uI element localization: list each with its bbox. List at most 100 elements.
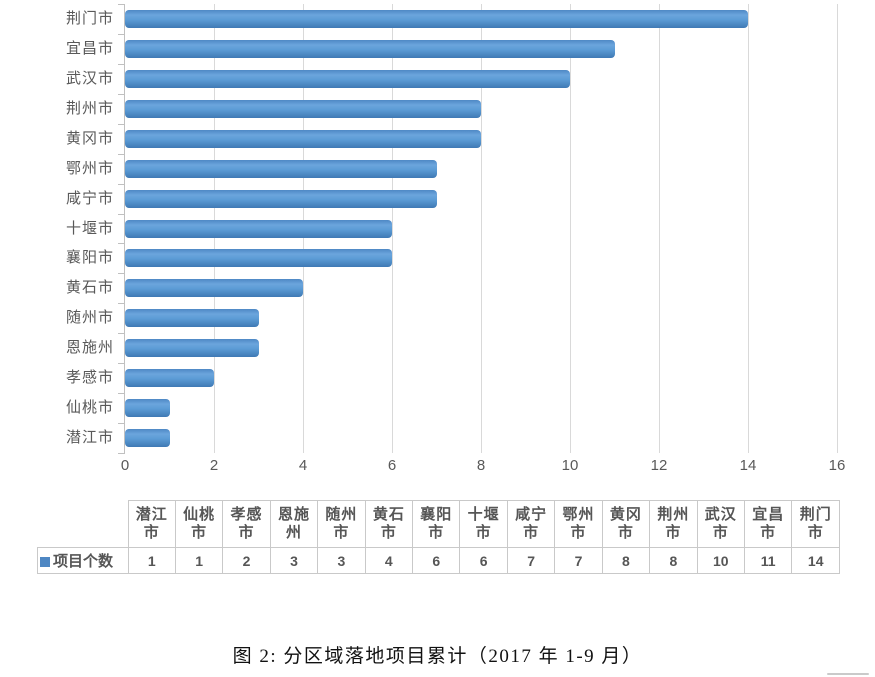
table-col-header: 随州市 [317,500,366,548]
category-axis-tick [118,243,125,245]
category-axis-tick [118,4,125,5]
gridline-x-8 [480,4,482,453]
table-value-cell: 7 [554,547,603,574]
table-value-cell: 6 [459,547,508,574]
category-axis-labels: 荆门市宜昌市武汉市荆州市黄冈市鄂州市咸宁市十堰市襄阳市黄石市随州市恩施州孝感市仙… [0,4,114,453]
category-label: 武汉市 [65,69,114,87]
table-col-header: 咸宁市 [506,500,556,548]
table-value-cell: 2 [222,547,271,574]
value-axis-tick-label: 0 [120,457,130,474]
category-label: 恩施州 [65,339,114,357]
category-axis-tick [118,33,125,35]
gridline-x-10 [569,4,571,453]
category-label: 黄石市 [65,279,114,297]
category-label: 咸宁市 [65,189,114,207]
table-value-cell: 3 [269,547,319,574]
category-axis-tick [118,453,125,454]
chart-bar-荆州市 [125,99,481,118]
value-axis-tick-label: 2 [209,457,219,474]
gridline-x-12 [658,4,660,453]
category-axis-tick [118,123,125,125]
category-axis-tick [118,93,125,95]
chart-bar-襄阳市 [125,249,392,268]
table-corner-cell [38,501,129,548]
series-legend-square-icon [40,557,50,567]
table-col-header: 荆州市 [649,500,698,548]
category-label: 襄阳市 [65,249,114,267]
table-value-cell: 6 [412,547,461,574]
table-value-cell: 1 [174,547,224,574]
category-axis-tick [118,273,125,275]
page-artifact-line [827,673,869,675]
category-label: 孝感市 [65,369,114,387]
chart-bar-鄂州市 [125,159,437,178]
chart-bar-武汉市 [125,69,570,88]
category-label: 黄冈市 [65,129,114,147]
category-label: 鄂州市 [65,159,114,177]
table-col-header: 宜昌市 [743,500,793,548]
series-label: 项目个数 [53,553,114,570]
gridline-x-14 [747,4,749,453]
chart-bar-仙桃市 [125,399,170,418]
chart-bar-黄冈市 [125,129,481,148]
table-value-cell: 3 [317,547,366,574]
category-label: 十堰市 [65,219,114,237]
category-axis-tick [118,63,125,65]
value-axis-tick-label: 10 [561,457,579,474]
table-col-header: 仙桃市 [174,500,224,548]
category-axis-tick [118,423,125,425]
chart-bar-黄石市 [125,279,303,298]
table-col-header: 黄石市 [364,500,414,548]
category-axis-tick [118,303,125,305]
chart-bar-宜昌市 [125,39,615,58]
gridline-x-16 [836,4,838,453]
value-axis-tick-label: 14 [739,457,757,474]
chart-bar-随州市 [125,309,259,328]
chart-bar-恩施州 [125,339,259,358]
gridline-x-6 [391,4,393,453]
chart-bar-潜江市 [125,429,170,448]
category-axis-tick [118,213,125,215]
table-value-cell: 8 [649,547,698,574]
category-label: 荆门市 [65,10,114,27]
chart-bar-咸宁市 [125,189,437,208]
table-value-cell: 4 [364,547,414,574]
table-value-cell: 11 [743,547,793,574]
value-axis-tick-label: 4 [298,457,308,474]
table-value-row: 项目个数 1 1 2 3 3 4 6 6 7 7 8 8 10 11 14 [37,547,840,574]
table-col-header: 荆门市 [791,500,840,548]
value-axis-tick-label: 16 [828,457,846,474]
table-col-header: 十堰市 [459,500,508,548]
chart-data-table: 潜江市 仙桃市 孝感市 恩施州 随州市 黄石市 襄阳市 十堰市 咸宁市 鄂州市 黄冈市 荆州市 武汉市宜… [37,500,840,574]
chart-bar-十堰市 [125,219,392,238]
category-axis-tick [118,183,125,185]
table-col-header: 恩施州 [269,500,319,548]
table-col-header: 孝感市 [222,500,271,548]
category-axis-tick [118,363,125,365]
table-value-cell: 8 [601,547,651,574]
chart-bar-孝感市 [125,369,214,388]
category-axis-tick [118,333,125,335]
category-label: 宜昌市 [65,39,114,57]
chart-bar-荆门市 [125,9,748,28]
category-label: 随州市 [65,309,114,327]
value-axis-tick-label: 6 [387,457,397,474]
value-axis-tick-label: 12 [650,457,668,474]
table-value-cell: 1 [127,547,176,574]
value-axis-labels: 0 2 4 6 8 10 12 14 16 [0,457,875,477]
category-label: 潜江市 [65,429,114,447]
category-axis-line [124,4,125,453]
bar-chart-plot-area [118,4,838,454]
table-value-cell: 14 [791,547,840,574]
category-label: 荆州市 [65,99,114,117]
table-col-header: 武汉市 [696,500,745,548]
table-col-header: 黄冈市 [601,500,651,548]
figure-caption: 图 2: 分区域落地项目累计（2017 年 1-9 月） [232,646,643,667]
table-col-header: 鄂州市 [554,500,603,548]
category-axis-tick [118,393,125,395]
category-label: 仙桃市 [65,399,114,417]
table-header-row: 潜江市 仙桃市 孝感市 恩施州 随州市 黄石市 襄阳市 十堰市 咸宁市 鄂州市 黄冈市 荆州市 武汉市宜… [38,500,840,548]
table-col-header: 襄阳市 [412,500,461,548]
category-axis-tick [118,153,125,155]
